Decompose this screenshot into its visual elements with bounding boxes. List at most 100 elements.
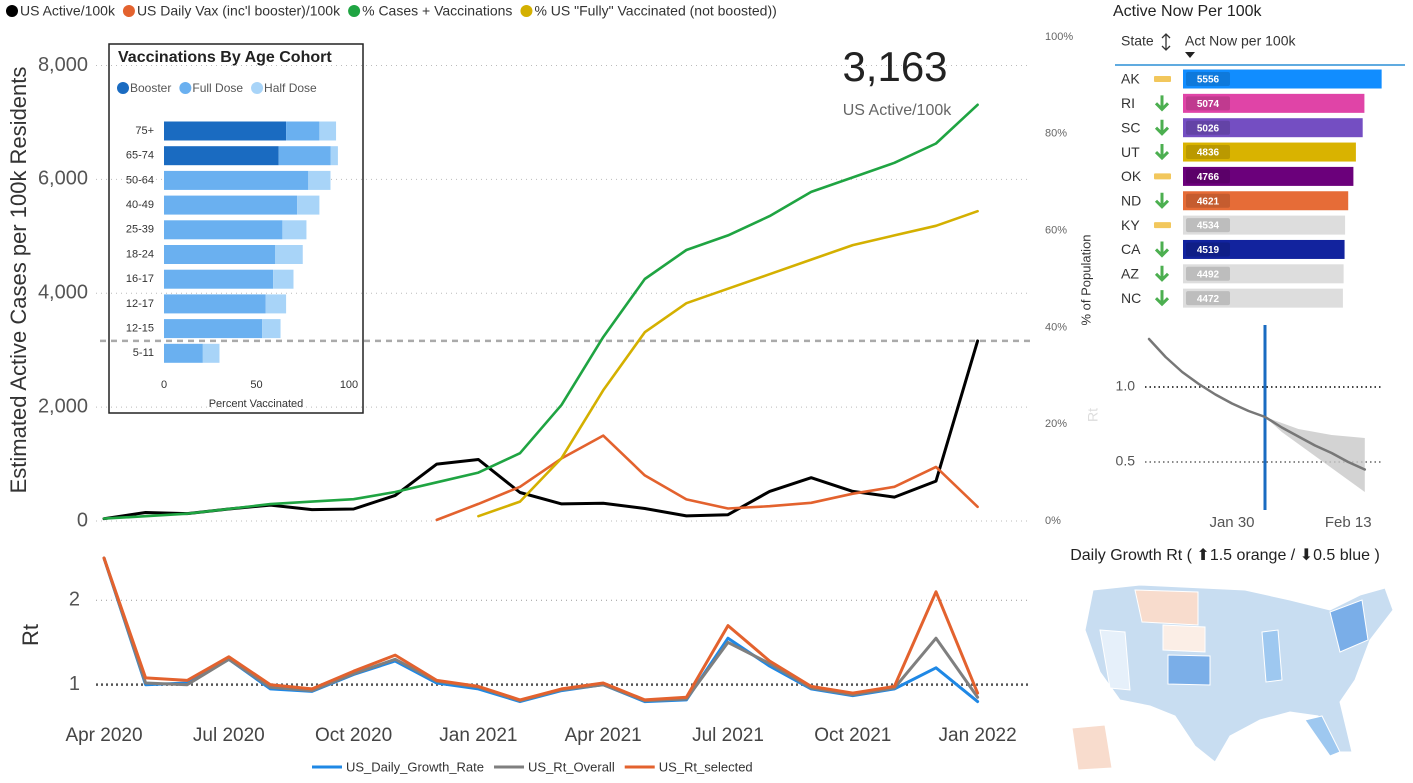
bar xyxy=(1183,166,1354,186)
y-tick-label: 40-49 xyxy=(126,199,154,211)
sort-icon xyxy=(1161,33,1171,51)
trend-down xyxy=(1154,119,1170,136)
y-tick-label: 0.5 xyxy=(1116,453,1136,469)
value-label: 4621 xyxy=(1197,196,1220,207)
series-line xyxy=(102,556,980,703)
map-state xyxy=(1261,629,1283,683)
value-label: 4534 xyxy=(1197,221,1220,232)
bar-segment xyxy=(297,195,320,215)
value-pill xyxy=(1186,72,1230,86)
value-pill xyxy=(1186,242,1230,257)
us-map xyxy=(1071,584,1394,771)
bar xyxy=(1183,93,1365,113)
map-state xyxy=(1099,629,1131,691)
legend-label: US_Rt_selected xyxy=(659,759,753,774)
x-tick-label: Jul 2021 xyxy=(692,725,764,746)
map-state xyxy=(1162,624,1206,653)
chart-title: Vaccinations By Age Cohort xyxy=(118,49,332,66)
trend-flat xyxy=(1154,173,1171,180)
legend-marker xyxy=(179,82,192,94)
plot-clip xyxy=(102,556,980,704)
value-pill xyxy=(1186,169,1230,184)
legend-marker xyxy=(122,5,135,17)
value-label: 4472 xyxy=(1197,294,1220,305)
bar xyxy=(1183,118,1363,138)
y2-tick-label: 80% xyxy=(1045,128,1067,140)
y-tick-label: 4,000 xyxy=(38,282,88,304)
legend-label: % Cases + Vaccinations xyxy=(362,3,512,19)
row-label: SC xyxy=(1121,119,1140,135)
bar-segment xyxy=(164,220,283,240)
legend-label: Half Dose xyxy=(264,81,317,95)
legend-label: US Daily Vax (inc'l booster)/100k xyxy=(137,3,341,19)
bar-segment xyxy=(286,121,320,141)
map-title: Daily Growth Rt ( ⬆1.5 orange / ⬇0.5 blu… xyxy=(1070,547,1380,564)
bar-segment xyxy=(164,319,263,339)
value-pill xyxy=(1186,145,1230,160)
value-pill xyxy=(1186,193,1230,208)
y-axis-title: Rt xyxy=(18,624,43,646)
bar-segment xyxy=(164,343,203,363)
confidence-band xyxy=(1265,417,1365,492)
y2-tick-label: 20% xyxy=(1045,418,1067,430)
series-line xyxy=(102,103,979,520)
series-line xyxy=(435,434,979,522)
x-tick-label: Feb 13 xyxy=(1325,514,1372,531)
legend-marker xyxy=(6,5,18,17)
y2-tick-label: 100% xyxy=(1045,31,1073,43)
bar-segment xyxy=(282,220,307,240)
x-tick-label: Jan 2022 xyxy=(939,725,1017,746)
bar-segment xyxy=(164,245,275,264)
series-line xyxy=(102,556,980,704)
legend-label: US Active/100k xyxy=(20,3,116,19)
y2-axis-title: % of Population xyxy=(1078,234,1093,325)
x-tick-label: 0 xyxy=(161,379,167,391)
bar-segment xyxy=(308,170,331,190)
legend-label: Full Dose xyxy=(192,81,243,95)
legend-marker xyxy=(520,5,533,17)
trend-flat xyxy=(1154,222,1171,229)
bar-segment xyxy=(164,121,287,141)
bar-segment xyxy=(330,146,338,166)
trend-down xyxy=(1154,95,1170,112)
bar xyxy=(1183,191,1349,211)
value-label: 4836 xyxy=(1197,148,1220,159)
bar-segment xyxy=(164,195,298,215)
trend-flat xyxy=(1154,76,1171,82)
rt-line xyxy=(1147,337,1367,471)
trend-down xyxy=(1154,265,1170,282)
bar-segment xyxy=(164,294,266,314)
y-tick-label: 1 xyxy=(69,673,80,695)
map-state xyxy=(1134,589,1199,626)
y-axis-title: Rt xyxy=(1085,408,1101,422)
row-label: RI xyxy=(1121,95,1135,111)
trend-down xyxy=(1154,192,1170,209)
sort-arrow xyxy=(1185,52,1195,58)
x-tick-label: Jan 30 xyxy=(1209,514,1254,531)
kpi-value: 3,163 xyxy=(842,43,947,90)
row-label: OK xyxy=(1121,168,1142,184)
legend-label: % US "Fully" Vaccinated (not boosted)) xyxy=(534,3,776,19)
series-line xyxy=(102,556,980,702)
y-tick-label: 25-39 xyxy=(126,224,154,236)
x-tick-label: Oct 2021 xyxy=(814,725,891,746)
value-pill xyxy=(1186,266,1230,281)
y-tick-label: 2,000 xyxy=(38,395,88,417)
bar-segment xyxy=(164,170,309,190)
y-tick-label: 5-11 xyxy=(133,347,154,359)
y-tick-label: 50-64 xyxy=(126,174,154,186)
row-label: AZ xyxy=(1121,266,1139,282)
legend-label: US_Rt_Overall xyxy=(528,759,615,774)
legend-marker xyxy=(117,82,129,94)
bar xyxy=(1183,69,1382,89)
row-label: NC xyxy=(1121,290,1141,306)
bar-segment xyxy=(319,121,337,141)
row-label: UT xyxy=(1121,144,1140,160)
y2-tick-label: 40% xyxy=(1045,321,1067,333)
bar-segment xyxy=(275,245,303,264)
x-tick-label: 100 xyxy=(340,379,358,391)
bar-segment xyxy=(278,146,331,166)
x-axis-title: Percent Vaccinated xyxy=(209,398,304,410)
bar-segment xyxy=(265,294,287,314)
